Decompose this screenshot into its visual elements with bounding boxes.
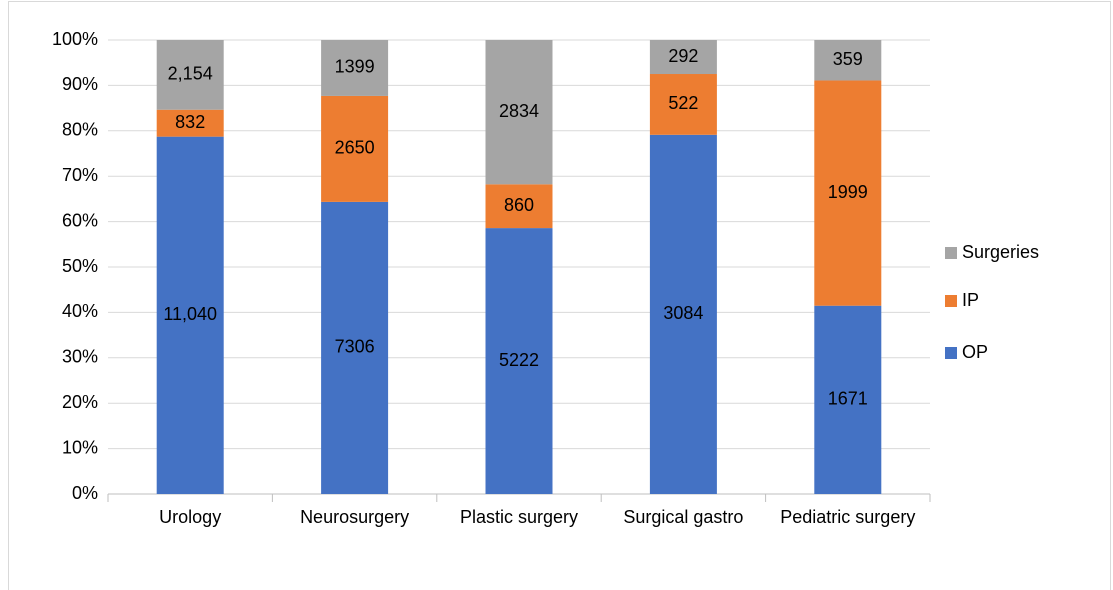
bar-segment: [814, 80, 882, 306]
y-tick-label: 0%: [72, 483, 98, 503]
data-label: 2,154: [168, 64, 213, 84]
y-tick-label: 60%: [62, 210, 98, 230]
data-label: 3084: [663, 303, 703, 323]
legend-swatch: [945, 295, 957, 307]
legend-label: Surgeries: [962, 242, 1039, 262]
bar-segment: [321, 201, 389, 495]
bar-segment: [485, 228, 553, 494]
x-tick-label: Neurosurgery: [300, 507, 410, 527]
bar-segment: [156, 40, 224, 110]
y-tick-label: 30%: [62, 347, 98, 367]
y-tick-label: 90%: [62, 74, 98, 94]
data-label: 11,040: [163, 304, 217, 324]
y-tick-label: 100%: [52, 29, 98, 49]
x-tick-label: Plastic surgery: [459, 507, 579, 527]
bar-segment: [814, 40, 882, 81]
legend-swatch: [945, 347, 957, 359]
bar-segment: [649, 40, 717, 75]
y-tick-label: 40%: [62, 301, 98, 321]
y-tick-label: 50%: [62, 256, 98, 276]
bar-segment: [649, 134, 717, 494]
bar-segment: [156, 109, 224, 137]
data-label: 832: [175, 112, 205, 132]
data-label: 1399: [335, 57, 375, 77]
x-tick-label: Pediatric surgery: [780, 507, 916, 527]
bar-segment: [156, 136, 224, 494]
bar-segment: [321, 95, 389, 202]
bar-segment: [485, 40, 553, 185]
y-tick-label: 20%: [62, 392, 98, 412]
data-label: 2650: [335, 138, 375, 158]
bar-segment: [321, 40, 389, 96]
data-label: 1671: [828, 389, 868, 409]
legend-label: OP: [962, 342, 988, 362]
data-label: 7306: [335, 337, 375, 357]
x-tick-label: Surgical gastro: [623, 507, 744, 527]
data-label: 292: [668, 46, 698, 66]
bar-segment: [485, 184, 553, 229]
y-tick-label: 70%: [62, 165, 98, 185]
data-label: 860: [504, 195, 534, 215]
legend-swatch: [945, 247, 957, 259]
data-label: 359: [833, 49, 863, 69]
chart-frame: [8, 1, 1111, 590]
x-tick-label: Urology: [159, 507, 222, 527]
bar-segment: [814, 305, 882, 494]
data-label: 5222: [499, 350, 539, 370]
bar-segment: [649, 74, 717, 135]
data-label: 522: [668, 93, 698, 113]
data-label: 2834: [499, 101, 539, 121]
legend-label: IP: [962, 290, 979, 310]
y-tick-label: 80%: [62, 120, 98, 140]
y-tick-label: 10%: [62, 437, 98, 457]
data-label: 1999: [828, 182, 868, 202]
